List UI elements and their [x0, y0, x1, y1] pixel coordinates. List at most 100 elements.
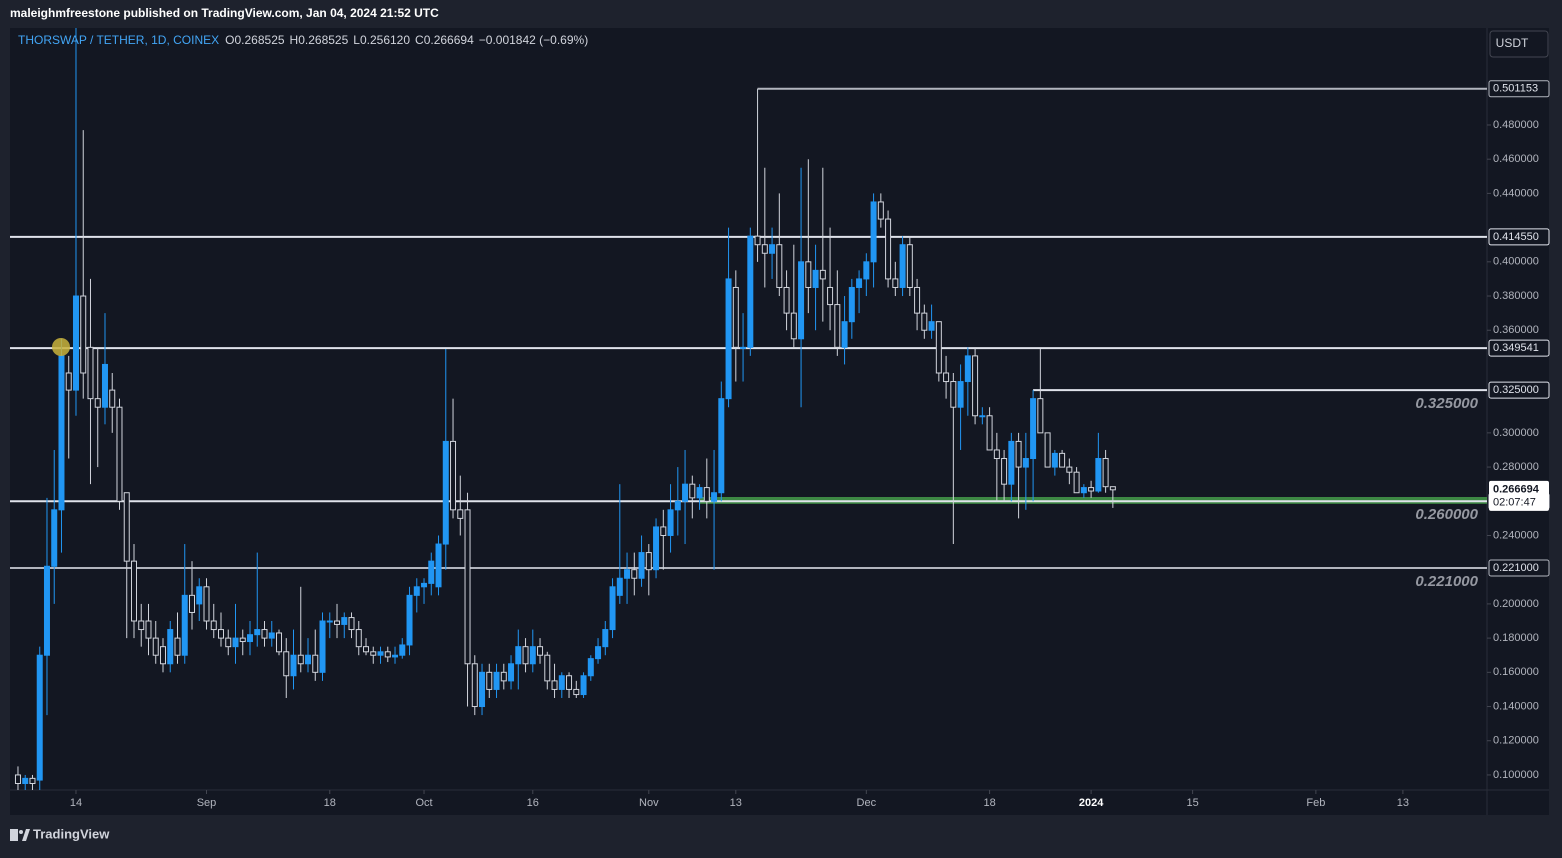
level-label: 0.414550 [1493, 231, 1539, 243]
candle-body [1102, 458, 1109, 488]
candle-body [1088, 487, 1095, 492]
y-tick-label: 0.480000 [1493, 119, 1539, 131]
level-label-box [1488, 228, 1550, 246]
x-tick-label: 18 [983, 797, 995, 809]
candle-body [537, 646, 544, 656]
candle-body [188, 594, 195, 613]
candle-body [1095, 458, 1102, 492]
candle-body [218, 629, 224, 639]
candle-body [790, 312, 797, 340]
legend-key: H [290, 33, 299, 47]
candle-body [1044, 432, 1051, 468]
candle-body [914, 286, 921, 314]
legend-value: 0.256120 [360, 33, 410, 47]
candle-body [428, 560, 435, 584]
candle-body [130, 560, 137, 622]
candle-body [689, 483, 696, 499]
candle-body [776, 244, 783, 288]
candle-body [442, 440, 449, 545]
candle-body [406, 594, 413, 646]
candle-body [783, 286, 790, 314]
level-label-box [1488, 80, 1550, 98]
candle-body [602, 629, 609, 648]
candle-body [870, 201, 877, 263]
candle-body [341, 617, 348, 625]
candle-body [51, 509, 58, 567]
x-tick-label: 14 [70, 797, 82, 809]
level-note: 0.325000 [1415, 395, 1478, 412]
candle-body [421, 582, 428, 588]
last-price-label: 0.266694 [1493, 484, 1540, 496]
y-tick-label: 0.100000 [1493, 769, 1539, 781]
legend-value: 0.268525 [234, 33, 284, 47]
candle-body [522, 646, 529, 665]
candle-body [101, 363, 108, 408]
candle-body [544, 654, 551, 682]
candle-body [551, 680, 558, 690]
y-tick-label: 0.360000 [1493, 324, 1539, 336]
candle-body [203, 586, 210, 622]
candle-body [167, 629, 174, 665]
symbol-name: THORSWAP / TETHER, 1D, COINEX [18, 33, 219, 47]
candle-body [863, 261, 870, 280]
x-tick-label: 16 [527, 797, 539, 809]
candle-body [225, 637, 232, 648]
candle-body [1080, 487, 1087, 494]
y-tick-label: 0.240000 [1493, 529, 1539, 541]
candle-body [943, 372, 950, 383]
candle-body [493, 671, 500, 690]
candle-body [957, 381, 964, 408]
x-tick-label: Dec [857, 797, 877, 809]
level-label: 0.221000 [1493, 562, 1539, 574]
currency-button[interactable] [1489, 30, 1549, 58]
candle-body [392, 654, 399, 658]
candle-body [1109, 486, 1116, 491]
candle-body [935, 321, 942, 374]
candle-body [1066, 466, 1073, 473]
candle-body [254, 629, 261, 636]
candle-body [950, 381, 957, 408]
level-label-box [1488, 559, 1550, 577]
candle-body [769, 244, 776, 254]
symbol-legend: THORSWAP / TETHER, 1D, COINEX [18, 33, 219, 47]
candle-body [986, 415, 993, 451]
candle-body [834, 304, 841, 348]
candle-body [1051, 452, 1058, 468]
candle-body [529, 646, 536, 665]
candle-body [573, 688, 580, 696]
candle-body [471, 663, 478, 708]
candle-body [928, 321, 935, 331]
candle-body [276, 632, 283, 653]
candle-body [384, 651, 391, 658]
chart-background [10, 28, 1549, 815]
countdown: 02:07:47 [1493, 497, 1536, 509]
publish-info: maleighmfreestone published on TradingVi… [10, 6, 439, 20]
candle-body [29, 777, 36, 785]
candle-body [508, 663, 515, 682]
candle-body [247, 634, 254, 643]
marker-dot [52, 338, 70, 356]
candle-body [181, 594, 188, 656]
candle-body [972, 355, 979, 417]
x-tick-label: 13 [730, 797, 742, 809]
candle-body [479, 671, 486, 708]
level-note: 0.221000 [1415, 573, 1478, 590]
candle-body [319, 620, 326, 673]
candle-body [1001, 458, 1008, 485]
currency-button-label[interactable]: USDT [1496, 36, 1529, 50]
candle-body [885, 218, 892, 280]
candle-body [696, 487, 703, 499]
candle-body [486, 671, 493, 690]
candle-body [580, 675, 587, 696]
candle-body [80, 295, 87, 374]
candle-body [848, 286, 855, 323]
candle-body [740, 346, 747, 349]
legend-key: O [225, 33, 234, 47]
candle-body [877, 201, 884, 220]
candle-body [761, 244, 768, 254]
legend-key: C [415, 33, 424, 47]
candle-body [841, 321, 848, 348]
candle-body [1073, 471, 1080, 494]
candle-body [72, 295, 79, 391]
